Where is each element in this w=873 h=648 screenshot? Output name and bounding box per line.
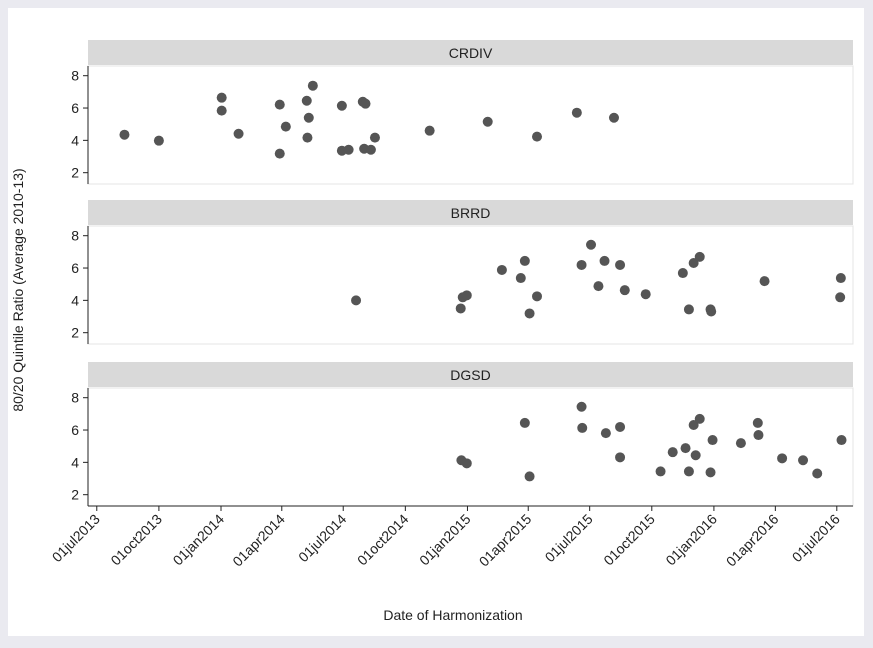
point — [280, 121, 291, 132]
point — [707, 435, 718, 446]
point — [303, 112, 314, 123]
point — [615, 452, 626, 463]
point — [577, 422, 588, 433]
point — [119, 129, 130, 140]
point — [455, 303, 466, 314]
point — [524, 308, 535, 319]
point — [482, 116, 493, 127]
point — [519, 417, 530, 428]
facet-strip — [88, 362, 853, 387]
y-tick-label: 4 — [71, 132, 79, 148]
point — [683, 466, 694, 477]
point — [705, 467, 716, 478]
facet-title: CRDIV — [449, 45, 493, 61]
point — [812, 468, 823, 479]
y-tick-label: 4 — [71, 292, 79, 308]
point — [735, 438, 746, 449]
point — [586, 239, 597, 250]
point — [343, 144, 354, 155]
point — [593, 281, 604, 292]
point — [524, 471, 535, 482]
point — [532, 131, 543, 142]
facet-title: BRRD — [451, 205, 491, 221]
point — [302, 132, 313, 143]
point — [571, 107, 582, 118]
facet-strip — [88, 200, 853, 225]
point — [600, 428, 611, 439]
point — [496, 264, 507, 275]
point — [424, 125, 435, 136]
point — [532, 291, 543, 302]
y-tick-label: 8 — [71, 68, 79, 84]
y-tick-label: 6 — [71, 100, 79, 116]
point — [798, 455, 809, 466]
point — [615, 259, 626, 270]
point — [690, 450, 701, 461]
point — [461, 458, 472, 469]
point — [753, 430, 764, 441]
point — [365, 144, 376, 155]
point — [576, 259, 587, 270]
point — [351, 295, 362, 306]
point — [835, 292, 846, 303]
point — [153, 135, 164, 146]
point — [233, 128, 244, 139]
y-tick-label: 2 — [71, 325, 79, 341]
point — [216, 92, 227, 103]
point — [694, 413, 705, 424]
point — [655, 466, 666, 477]
point — [515, 273, 526, 284]
y-tick-label: 2 — [71, 165, 79, 181]
point — [274, 99, 285, 110]
facet-strip — [88, 40, 853, 65]
point — [599, 255, 610, 266]
point — [576, 401, 587, 412]
y-tick-label: 4 — [71, 454, 79, 470]
point — [301, 95, 312, 106]
point — [461, 290, 472, 301]
y-tick-label: 8 — [71, 228, 79, 244]
point — [835, 273, 846, 284]
point — [759, 276, 770, 287]
point — [640, 289, 651, 300]
point — [519, 255, 530, 266]
y-tick-label: 2 — [71, 487, 79, 503]
point — [688, 258, 699, 269]
point — [752, 417, 763, 428]
y-axis-label: 80/20 Quintile Ratio (Average 2010-13) — [10, 168, 26, 411]
point — [706, 306, 717, 317]
point — [608, 112, 619, 123]
point — [615, 421, 626, 432]
plot-background — [8, 8, 864, 636]
point — [307, 80, 318, 91]
point — [667, 447, 678, 458]
point — [777, 453, 788, 464]
point — [360, 98, 371, 109]
x-axis-label: Date of Harmonization — [383, 607, 522, 623]
point — [688, 420, 699, 431]
point — [677, 268, 688, 279]
point — [836, 435, 847, 446]
point — [216, 105, 227, 116]
y-tick-label: 6 — [71, 260, 79, 276]
point — [369, 132, 380, 143]
point — [336, 100, 347, 111]
point — [619, 285, 630, 296]
y-tick-label: 8 — [71, 390, 79, 406]
point — [694, 251, 705, 262]
y-tick-label: 6 — [71, 422, 79, 438]
point — [274, 148, 285, 159]
point — [680, 443, 691, 454]
point — [683, 304, 694, 315]
facet-title: DGSD — [450, 367, 490, 383]
